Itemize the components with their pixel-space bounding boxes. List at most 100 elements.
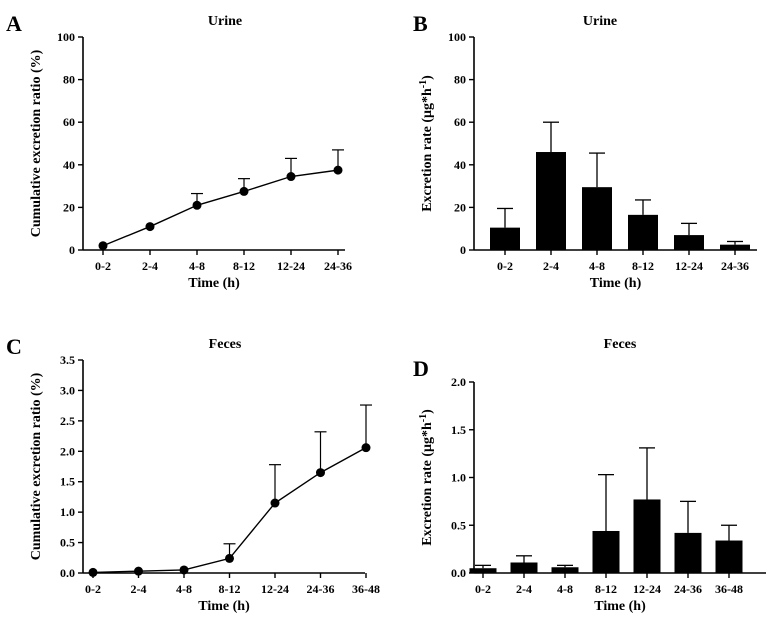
- y-tick-label: 0.0: [451, 566, 466, 580]
- y-tick-label: 2.0: [60, 444, 75, 458]
- data-point: [98, 241, 108, 251]
- y-tick-label: 100: [448, 30, 466, 44]
- x-tick-label: 8-12: [632, 259, 654, 273]
- panel-title: Feces: [604, 337, 637, 352]
- x-tick-label: 0-2: [95, 259, 111, 273]
- panel-b: B Urine 0 20 40 60 80 100 0-2 2-4 4-8 8-12 12-24 24-3…: [413, 11, 757, 291]
- x-tick-label: 12-24: [261, 582, 289, 596]
- y-axis-title-end: ): [420, 409, 435, 414]
- x-tick-label: 0-2: [497, 259, 513, 273]
- x-tick-label: 4-8: [176, 582, 192, 596]
- y-tick-label: 20: [454, 200, 466, 214]
- x-axis-title: Time (h): [188, 276, 240, 291]
- data-point: [239, 186, 249, 196]
- x-tick-label: 8-12: [233, 259, 255, 273]
- y-tick-label: 1.0: [60, 505, 75, 519]
- data-point: [145, 222, 155, 232]
- data-point: [192, 200, 202, 210]
- y-tick-label: 0.0: [60, 566, 75, 580]
- bar: [674, 532, 702, 573]
- x-tick-label: 2-4: [516, 582, 532, 596]
- data-point: [316, 468, 325, 478]
- x-tick-label: 4-8: [589, 259, 605, 273]
- y-axis-title: Excretion rate (μg*h-1): [418, 409, 435, 546]
- panel-label: A: [6, 11, 22, 36]
- y-axis-title: Cumulative excretion ratio (%): [29, 49, 44, 237]
- bar: [715, 540, 743, 573]
- y-tick-label: 0.5: [60, 536, 75, 550]
- y-tick-label: 2.5: [60, 414, 75, 428]
- panel-title: Urine: [583, 14, 617, 29]
- y-tick-label: 1.0: [451, 471, 466, 485]
- data-point: [179, 565, 189, 575]
- panel-title: Feces: [209, 337, 242, 352]
- x-tick-label: 36-48: [715, 582, 743, 596]
- bar: [510, 562, 538, 573]
- data-point: [134, 566, 143, 576]
- x-tick-label: 2-4: [142, 259, 158, 273]
- x-tick-label: 4-8: [189, 259, 205, 273]
- x-tick-label: 8-12: [219, 582, 241, 596]
- x-tick-label: 12-24: [277, 259, 305, 273]
- y-tick-label: 60: [454, 115, 466, 129]
- y-tick-label: 1.5: [60, 475, 75, 489]
- x-axis-title: Time (h): [198, 599, 250, 614]
- panel-d: D Feces 0.0 0.5 1.0 1.5 2.0 0-2 2-4 4-8 8-12 12-24 2…: [413, 337, 766, 614]
- x-tick-label: 24-36: [721, 259, 749, 273]
- x-tick-label: 12-24: [675, 259, 703, 273]
- data-point: [88, 567, 98, 577]
- y-tick-label: 1.5: [451, 423, 466, 437]
- y-tick-label: 0.5: [451, 518, 466, 532]
- x-tick-label: 36-48: [352, 582, 380, 596]
- y-tick-label: 2.0: [451, 375, 466, 389]
- data-point: [361, 443, 371, 453]
- bar: [633, 499, 661, 573]
- x-tick-label: 0-2: [85, 582, 101, 596]
- data-point: [333, 165, 343, 175]
- y-tick-label: 0: [69, 243, 75, 257]
- panel-label: D: [413, 356, 429, 381]
- panel-label: B: [413, 11, 428, 36]
- y-axis-title-end: ): [420, 75, 435, 80]
- bar: [720, 244, 750, 250]
- x-tick-label: 2-4: [543, 259, 559, 273]
- y-tick-label: 80: [63, 73, 75, 87]
- bar: [628, 214, 658, 250]
- y-axis-title-superscript: -1: [418, 80, 429, 88]
- y-tick-label: 3.0: [60, 383, 75, 397]
- y-axis-title: Excretion rate (μg*h-1): [418, 75, 435, 212]
- x-tick-label: 2-4: [131, 582, 147, 596]
- y-axis-title: Cumulative excretion ratio (%): [29, 372, 44, 560]
- bar: [536, 152, 566, 250]
- x-tick-label: 12-24: [633, 582, 661, 596]
- x-tick-label: 4-8: [557, 582, 573, 596]
- data-point: [225, 553, 234, 563]
- bar: [582, 187, 612, 250]
- y-tick-label: 100: [57, 30, 75, 44]
- series-line: [102, 169, 339, 247]
- bar: [490, 227, 520, 250]
- x-tick-label: 8-12: [595, 582, 617, 596]
- x-axis-title: Time (h): [590, 276, 642, 291]
- y-axis-title-superscript: -1: [418, 414, 429, 422]
- bar: [592, 530, 620, 573]
- bar: [469, 568, 497, 573]
- x-tick-label: 24-36: [307, 582, 335, 596]
- x-axis-title: Time (h): [594, 599, 646, 614]
- x-tick-label: 24-36: [674, 582, 702, 596]
- bar: [551, 567, 579, 573]
- y-tick-label: 80: [454, 73, 466, 87]
- panel-c: C Feces 0.0 0.5 1.0 1.5 2.0 2.5 3.0 3.5 0-2 2-4 4-8 8…: [6, 334, 380, 614]
- y-tick-label: 3.5: [60, 353, 75, 367]
- x-tick-label: 24-36: [324, 259, 352, 273]
- y-tick-label: 40: [63, 158, 75, 172]
- y-tick-label: 0: [460, 243, 466, 257]
- y-tick-label: 60: [63, 115, 75, 129]
- panel-title: Urine: [208, 14, 242, 29]
- data-point: [270, 498, 280, 508]
- bar: [674, 235, 704, 250]
- data-point: [286, 172, 296, 182]
- y-tick-label: 40: [454, 158, 466, 172]
